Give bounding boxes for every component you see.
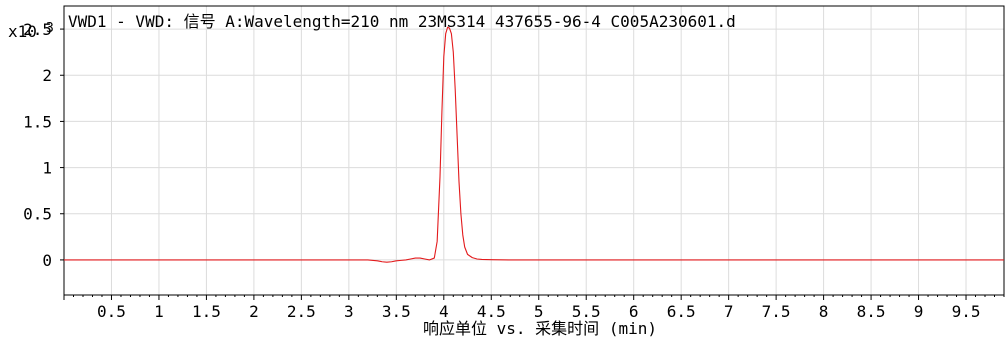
x-axis-ticks: 0.5 1 1.5 2 2.5 3 3.5 4 4.5 5 5.5 6 6.5 7 7.5 8 8.5 9 9.5: [63, 295, 1005, 321]
plot-frame: [63, 5, 1005, 296]
y-tick-label: 0.5: [23, 205, 52, 224]
y-multiplier-label: x10: [8, 22, 37, 41]
x-tick-label: 2: [249, 302, 259, 321]
y-tick-label: 1.5: [23, 112, 52, 131]
y-multiplier-exponent: 3: [46, 21, 54, 36]
x-tick-label: 5: [534, 302, 544, 321]
x-tick-label: 7: [724, 302, 734, 321]
x-tick-label: 8: [819, 302, 829, 321]
x-tick-label: 5.5: [572, 302, 601, 321]
grid-lines: [64, 6, 1004, 295]
y-axis-ticks: 0 0.5 1 1.5 2 2.5: [23, 20, 64, 270]
x-tick-label: 7.5: [762, 302, 791, 321]
x-tick-label: 9.5: [952, 302, 981, 321]
x-tick-label: 9: [914, 302, 924, 321]
x-tick-label: 6.5: [667, 302, 696, 321]
x-axis-label: 响应单位 vs. 采集时间 (min): [423, 319, 657, 338]
y-tick-label: 1: [42, 159, 52, 178]
x-tick-label: 6: [629, 302, 639, 321]
x-tick-label: 3: [344, 302, 354, 321]
series-layer: [64, 26, 1004, 263]
y-tick-label: 2: [42, 66, 52, 85]
x-tick-label: 1: [154, 302, 164, 321]
x-tick-label: 4.5: [477, 302, 506, 321]
x-tick-label: 8.5: [857, 302, 886, 321]
x-tick-label: 4: [439, 302, 449, 321]
y-tick-label: 2.5: [23, 20, 52, 39]
x-tick-label: 3.5: [382, 302, 411, 321]
x-tick-label: 0.5: [97, 302, 126, 321]
chart-title: VWD1 - VWD: 信号 A:Wavelength=210 nm 23MS3…: [68, 12, 736, 31]
y-tick-label: 0: [42, 251, 52, 270]
x-tick-label: 2.5: [287, 302, 316, 321]
signal-trace: [64, 26, 1004, 263]
x-tick-label: 1.5: [192, 302, 221, 321]
